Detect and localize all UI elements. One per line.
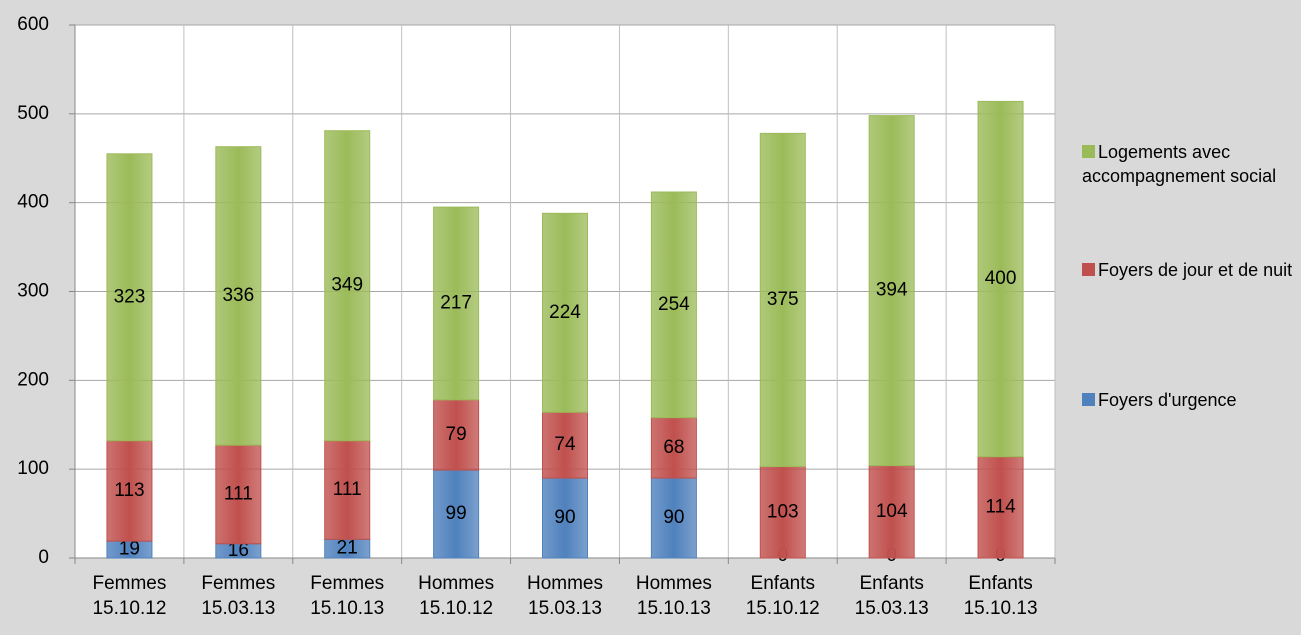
bar-segment: [759, 466, 806, 559]
data-label: 68: [663, 437, 684, 458]
legend-entry: Foyers de jour et de nuit: [1082, 258, 1297, 282]
bar-segment: [215, 444, 262, 545]
legend-label: Logements avec accompagnement social: [1082, 142, 1277, 186]
bar-segment: [542, 212, 588, 413]
x-tick-label: 15.10.12: [92, 598, 166, 619]
y-tick-label: 400: [17, 192, 49, 213]
data-label: 349: [331, 275, 363, 296]
legend-entry: Foyers d'urgence: [1082, 388, 1297, 412]
data-label: 217: [440, 293, 472, 314]
x-tick-label: 15.03.13: [855, 598, 929, 619]
bar-segment: [650, 191, 697, 419]
x-tick-label: Enfants: [751, 573, 815, 594]
bar-segment: [977, 100, 1024, 458]
bar-segment: [542, 411, 588, 479]
data-label: 336: [222, 285, 254, 306]
bar-segment: [106, 153, 153, 442]
data-label: 323: [114, 286, 146, 307]
bar-segment: [324, 440, 371, 540]
legend-swatch: [1082, 263, 1095, 276]
bar-segment: [433, 206, 480, 401]
data-label: 224: [549, 302, 581, 323]
x-tick-label: Hommes: [636, 573, 712, 594]
data-label: 114: [985, 496, 1016, 517]
bar-segment: [215, 146, 262, 446]
bar-segment: [542, 477, 588, 559]
bar-segment: [324, 130, 371, 442]
data-label: 74: [554, 434, 576, 455]
x-tick-label: 15.10.13: [637, 598, 711, 619]
data-label: 111: [333, 479, 362, 500]
legend-label: Foyers d'urgence: [1098, 390, 1237, 410]
data-label: 16: [228, 540, 249, 561]
x-tick-label: Hommes: [418, 573, 494, 594]
data-label: 90: [554, 507, 575, 528]
x-tick-label: 15.10.13: [310, 598, 384, 619]
bar-segment: [868, 115, 915, 467]
x-tick-label: 15.03.13: [528, 598, 602, 619]
bar-segment: [433, 469, 480, 559]
bar-segment: [868, 465, 915, 559]
y-tick-label: 600: [17, 14, 49, 35]
x-tick-label: Enfants: [859, 573, 923, 594]
data-label: 19: [119, 539, 140, 560]
legend-swatch: [1082, 145, 1095, 158]
data-label: 21: [337, 538, 358, 559]
data-label: 394: [876, 280, 908, 301]
bar-segment: [433, 399, 480, 471]
data-label: 375: [767, 289, 799, 310]
y-tick-label: 500: [17, 103, 49, 124]
data-label: 99: [446, 503, 467, 524]
data-label: 79: [446, 424, 467, 445]
x-tick-label: Enfants: [968, 573, 1032, 594]
legend-swatch: [1082, 393, 1095, 406]
y-tick-label: 100: [17, 458, 49, 479]
data-label: 103: [767, 501, 799, 522]
x-tick-label: 15.10.12: [419, 598, 493, 619]
x-tick-label: Femmes: [92, 573, 166, 594]
y-tick-label: 300: [17, 281, 49, 302]
data-label: 254: [658, 294, 690, 315]
x-tick-label: Hommes: [527, 573, 603, 594]
x-tick-label: 15.10.12: [746, 598, 820, 619]
data-label: 90: [663, 507, 684, 528]
y-tick-label: 0: [38, 547, 49, 568]
bar-segment: [759, 132, 806, 468]
data-label: 111: [224, 483, 253, 504]
legend-entry: Logements avec accompagnement social: [1082, 140, 1297, 188]
data-label: 113: [114, 480, 144, 501]
data-label: 400: [985, 268, 1017, 289]
x-tick-label: Femmes: [201, 573, 275, 594]
x-tick-label: Femmes: [310, 573, 384, 594]
x-tick-label: 15.03.13: [201, 598, 275, 619]
legend-label: Foyers de jour et de nuit: [1098, 260, 1293, 280]
x-tick-label: 15.10.13: [964, 598, 1038, 619]
data-label: 104: [876, 501, 908, 522]
y-tick-label: 200: [17, 369, 49, 390]
bar-segment: [977, 456, 1024, 559]
